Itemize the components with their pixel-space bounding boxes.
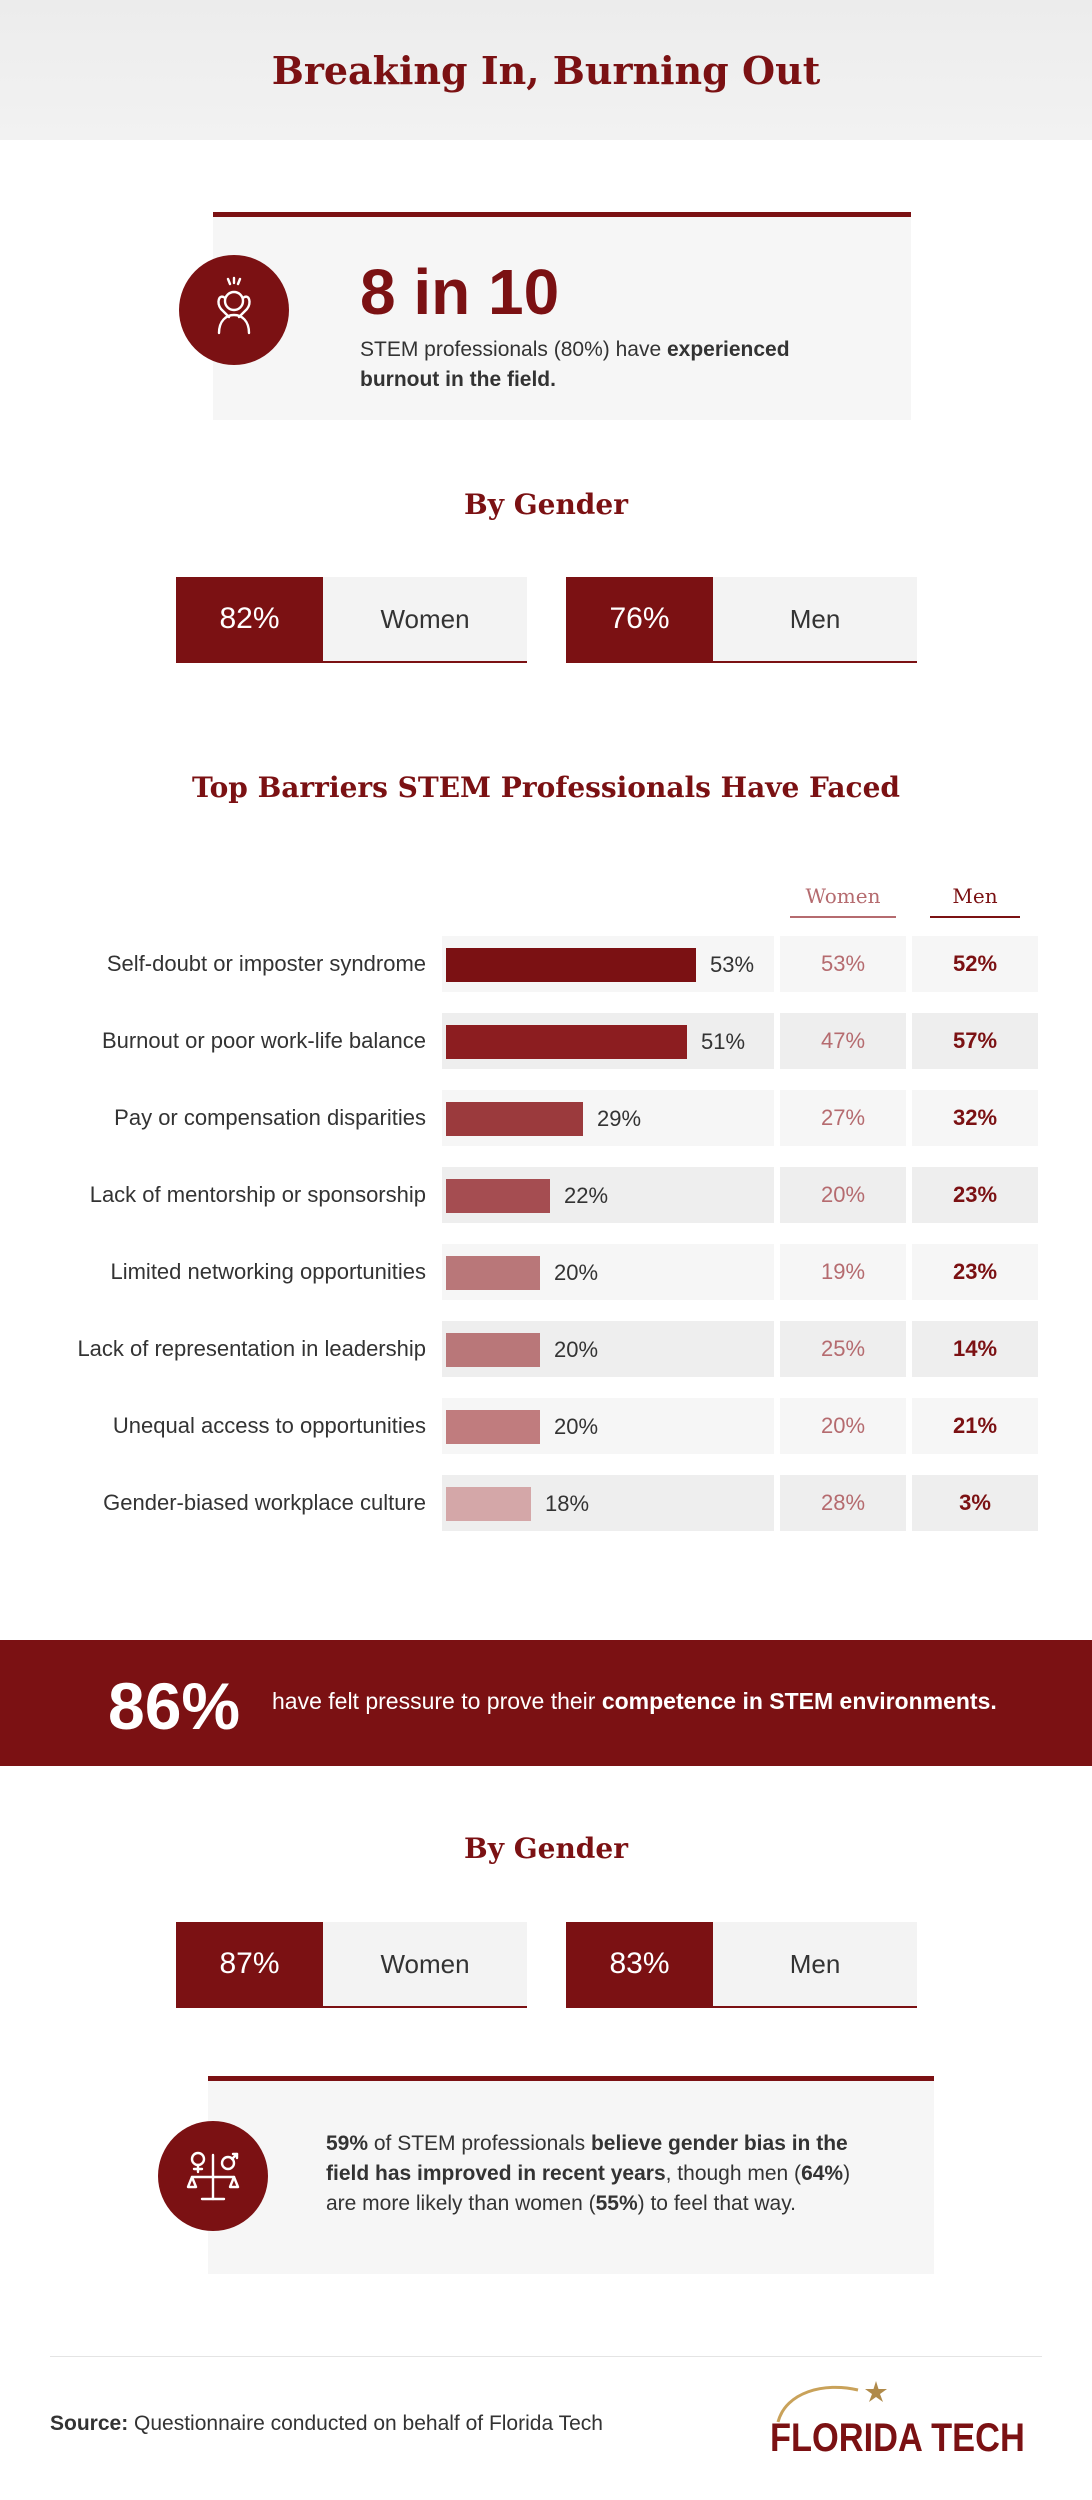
burnout-women-label: Women [380,603,470,634]
barrier-women-value: 53% [780,936,906,992]
burnout-men-label: Men [789,603,841,634]
barrier-bar [446,1410,540,1444]
barrier-bar-cell: 18% [442,1475,774,1531]
barrier-women-value: 27% [780,1090,906,1146]
pressure-gender-heading: By Gender [464,1832,628,1865]
logo-wordmark: FLORIDA TECH [770,2416,1025,2460]
barrier-women-value: 25% [780,1321,906,1377]
barrier-value-label: 22% [564,1183,609,1208]
pressure-value: 86% [108,1669,241,1743]
barrier-bar [446,1487,531,1521]
barrier-value-label: 51% [701,1029,746,1054]
pressure-band: 86% have felt pressure to prove their co… [0,1640,1092,1766]
barrier-label: Burnout or poor work-life balance [101,1028,426,1053]
barrier-value-label: 20% [554,1414,599,1439]
barrier-women-value: 19% [780,1244,906,1300]
barrier-label: Limited networking opportunities [110,1259,426,1284]
page-title: Breaking In, Burning Out [271,48,821,93]
star-arc-logo-icon [776,2381,887,2423]
pressure-men-box: 83% Men [566,1922,917,2008]
barrier-bar-cell: 29% [442,1090,774,1146]
barrier-women-value: 28% [780,1475,906,1531]
barrier-men-value: 21% [912,1398,1038,1454]
barrier-label: Lack of representation in leadership [77,1336,426,1361]
barrier-label: Unequal access to opportunities [112,1413,426,1438]
florida-tech-logo: FLORIDA TECH [770,2378,1060,2468]
barrier-bar-cell: 22% [442,1167,774,1223]
barriers-heading: Top Barriers STEM Professionals Have Fac… [192,771,900,804]
barrier-men-value: 14% [912,1321,1038,1377]
gender-bias-card: 59% of STEM professionals believe gender… [158,2076,934,2274]
burnout-women-value: 82% [176,577,323,661]
pressure-men-label: Men [789,1948,841,1979]
barrier-men-value: 23% [912,1244,1038,1300]
barrier-value-label: 53% [710,952,755,977]
barrier-label: Self-doubt or imposter syndrome [106,951,426,976]
barrier-bar-cell: 20% [442,1244,774,1300]
barrier-value-label: 29% [597,1106,642,1131]
barrier-label: Gender-biased workplace culture [103,1490,426,1515]
source-note: Source: Questionnaire conducted on behal… [50,2412,603,2435]
gender-bias-description: 59% of STEM professionals believe gender… [326,2132,851,2215]
barrier-men-value: 32% [912,1090,1038,1146]
barrier-women-value: 20% [780,1167,906,1223]
barrier-value-label: 18% [545,1491,590,1516]
burnout-women-box: 82% Women [176,577,527,663]
burnout-description: STEM professionals (80%) have experience… [360,338,790,391]
header-band: Breaking In, Burning Out [0,0,1092,140]
barrier-men-value: 52% [912,936,1038,992]
barrier-label: Pay or compensation disparities [114,1105,426,1130]
gender-scale-icon [158,2121,268,2231]
barrier-value-label: 20% [554,1260,599,1285]
burnout-stat-card: 8 in 10 STEM professionals (80%) have ex… [179,212,911,420]
barrier-bar [446,1025,687,1059]
pressure-description: have felt pressure to prove their compet… [272,1688,997,1714]
stressed-person-icon [179,255,289,365]
barrier-value-label: 20% [554,1337,599,1362]
barrier-bar [446,1256,540,1290]
barrier-label: Lack of mentorship or sponsorship [89,1182,426,1207]
barrier-bar [446,1102,583,1136]
men-column-header: Men [930,878,1020,918]
barrier-bar-cell: 20% [442,1321,774,1377]
pressure-women-box: 87% Women [176,1922,527,2008]
barrier-bar-cell: 20% [442,1398,774,1454]
burnout-headline: 8 in 10 [360,256,560,328]
pressure-men-value: 83% [566,1922,713,2006]
pressure-women-value: 87% [176,1922,323,2006]
women-column-header: Women [790,878,896,918]
pressure-women-label: Women [380,1948,470,1979]
barrier-bar-cell: 51% [442,1013,774,1069]
barrier-women-value: 47% [780,1013,906,1069]
burnout-men-box: 76% Men [566,577,917,663]
barrier-bar [446,1333,540,1367]
barrier-bar-cell: 53% [442,936,774,992]
barrier-bar [446,1179,550,1213]
burnout-men-value: 76% [566,577,713,661]
barrier-men-value: 57% [912,1013,1038,1069]
footer-divider [50,2356,1042,2357]
burnout-gender-heading: By Gender [464,488,628,521]
barrier-bar [446,948,696,982]
barrier-men-value: 3% [912,1475,1038,1531]
barrier-women-value: 20% [780,1398,906,1454]
barrier-men-value: 23% [912,1167,1038,1223]
